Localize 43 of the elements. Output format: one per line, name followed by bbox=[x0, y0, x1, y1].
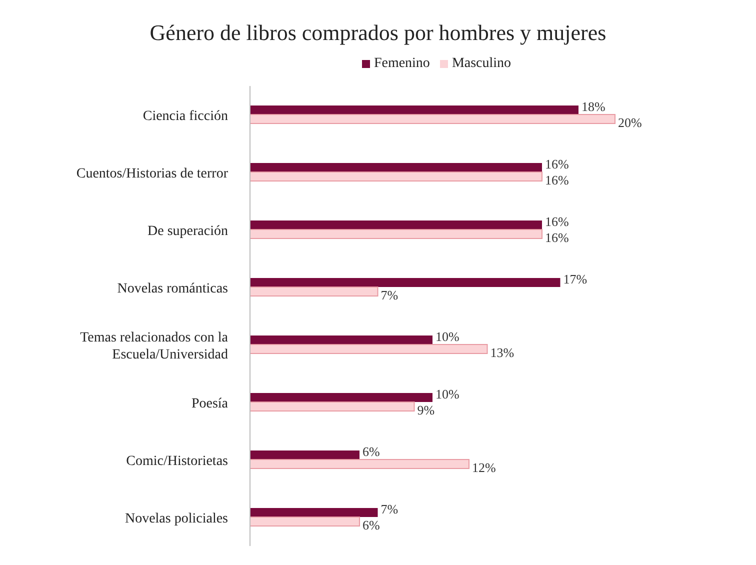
bar bbox=[250, 393, 432, 402]
bar bbox=[250, 229, 542, 240]
data-label: 10% bbox=[436, 329, 460, 344]
bar bbox=[250, 163, 542, 172]
bar bbox=[250, 106, 578, 115]
data-label: 17% bbox=[563, 272, 588, 287]
data-label: 9% bbox=[417, 402, 435, 418]
data-label: 7% bbox=[380, 502, 398, 517]
data-label: 13% bbox=[490, 345, 514, 360]
y-tick-label: Ciencia ficción bbox=[142, 108, 228, 124]
data-label: 16% bbox=[545, 230, 569, 246]
y-tick-label: De superación bbox=[148, 224, 228, 239]
data-label: 16% bbox=[545, 172, 569, 188]
bar bbox=[250, 278, 560, 288]
bar bbox=[250, 220, 542, 230]
bar bbox=[250, 402, 415, 412]
data-label: 16% bbox=[545, 156, 569, 172]
y-tick-label: Novelas policiales bbox=[124, 511, 228, 526]
data-label: 16% bbox=[545, 214, 569, 230]
y-tick-label: Comic/Historietas bbox=[126, 454, 228, 469]
data-label: 18% bbox=[582, 99, 606, 114]
data-label: 6% bbox=[362, 444, 380, 460]
data-label: 12% bbox=[472, 460, 496, 476]
bar bbox=[250, 336, 432, 345]
bar bbox=[250, 450, 360, 460]
bar bbox=[250, 172, 542, 182]
y-tick-label: Poesía bbox=[191, 396, 229, 412]
bar bbox=[250, 508, 378, 518]
data-label: 6% bbox=[362, 518, 380, 533]
chart-title: Género de libros comprados por hombres y mujeres bbox=[148, 20, 608, 47]
legend-label: Femenino bbox=[374, 56, 430, 71]
legend-label: Masculino bbox=[452, 56, 512, 71]
data-label: 20% bbox=[618, 115, 642, 130]
y-tick-label: Temas relacionados con la Escuela/Universidad bbox=[80, 330, 229, 362]
y-tick-label: Novelas románticas bbox=[117, 281, 228, 296]
bar bbox=[250, 286, 378, 297]
data-label: 10% bbox=[436, 386, 460, 402]
data-label: 7% bbox=[380, 288, 398, 303]
y-tick-label: Cuentos/Historias de terror bbox=[76, 166, 228, 182]
bar bbox=[250, 516, 360, 527]
bar bbox=[250, 459, 470, 470]
bar bbox=[250, 344, 488, 354]
bar bbox=[250, 114, 616, 124]
